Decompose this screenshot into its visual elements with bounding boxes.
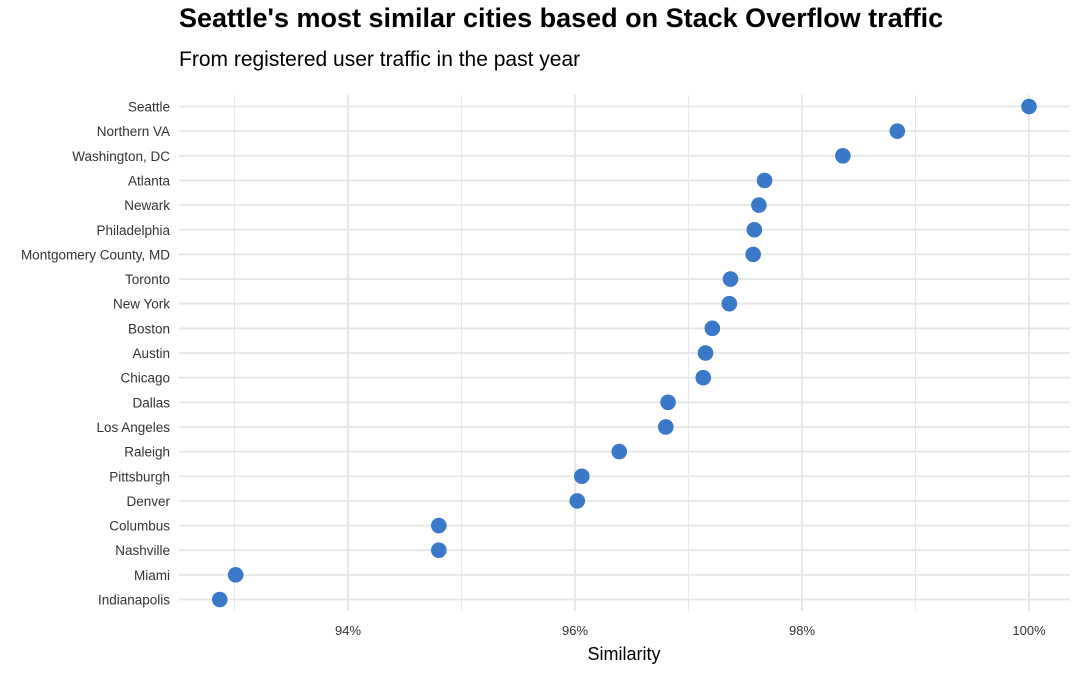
y-axis-label: Seattle: [128, 100, 170, 115]
y-axis-label: Indianapolis: [98, 593, 170, 608]
y-axis-label: Boston: [128, 321, 170, 336]
data-point: [695, 369, 712, 386]
category-gridlines: [179, 105, 1070, 601]
y-axis-label: Miami: [134, 568, 170, 583]
chart-subtitle: From registered user traffic in the past…: [179, 48, 581, 71]
x-axis-tick-labels: 94% 96% 98% 100%: [335, 623, 1046, 638]
data-point: [211, 591, 228, 608]
y-axis-label: Los Angeles: [96, 420, 170, 435]
data-points: [211, 98, 1037, 608]
y-axis-label: Toronto: [125, 272, 170, 287]
x-axis-title: Similarity: [587, 644, 660, 664]
data-point: [704, 320, 721, 337]
data-point: [751, 197, 767, 213]
x-tick-label: 96%: [562, 623, 588, 638]
y-axis-label: Atlanta: [128, 173, 171, 188]
data-point: [611, 443, 628, 460]
data-point: [569, 493, 586, 509]
data-point: [722, 271, 739, 287]
y-axis-label: Northern VA: [97, 124, 170, 139]
y-axis-label: Washington, DC: [72, 149, 170, 164]
data-point: [721, 295, 738, 312]
data-point: [746, 221, 763, 238]
data-point: [431, 542, 447, 558]
data-point: [660, 394, 676, 411]
data-point: [227, 567, 244, 583]
data-point: [889, 123, 906, 139]
y-axis-label: Austin: [132, 346, 170, 361]
data-point: [574, 468, 590, 485]
data-point: [658, 419, 674, 435]
x-tick-label: 94%: [335, 623, 361, 638]
y-axis-label: Raleigh: [124, 445, 170, 460]
y-axis-label: Newark: [124, 198, 170, 213]
data-point: [835, 148, 851, 164]
chart-title: Seattle's most similar cities based on S…: [179, 3, 944, 33]
y-axis-label: Chicago: [120, 371, 170, 386]
y-axis-label: Columbus: [109, 519, 170, 534]
y-axis-label: Philadelphia: [96, 223, 170, 238]
data-point: [745, 246, 761, 263]
x-tick-label: 98%: [789, 623, 815, 638]
y-axis-label: Denver: [126, 494, 170, 509]
data-point: [756, 172, 773, 189]
data-point: [697, 345, 714, 361]
y-axis-label: Dallas: [132, 395, 170, 410]
y-axis-label: New York: [113, 297, 170, 312]
y-axis-label: Pittsburgh: [109, 469, 170, 484]
x-tick-label: 100%: [1012, 623, 1046, 638]
data-point: [431, 517, 447, 534]
data-point: [1021, 98, 1037, 115]
y-axis-labels: Seattle Northern VA Washington, DC Atlanta N…: [21, 100, 171, 608]
y-axis-label: Nashville: [115, 543, 170, 558]
y-axis-label: Montgomery County, MD: [21, 247, 170, 262]
